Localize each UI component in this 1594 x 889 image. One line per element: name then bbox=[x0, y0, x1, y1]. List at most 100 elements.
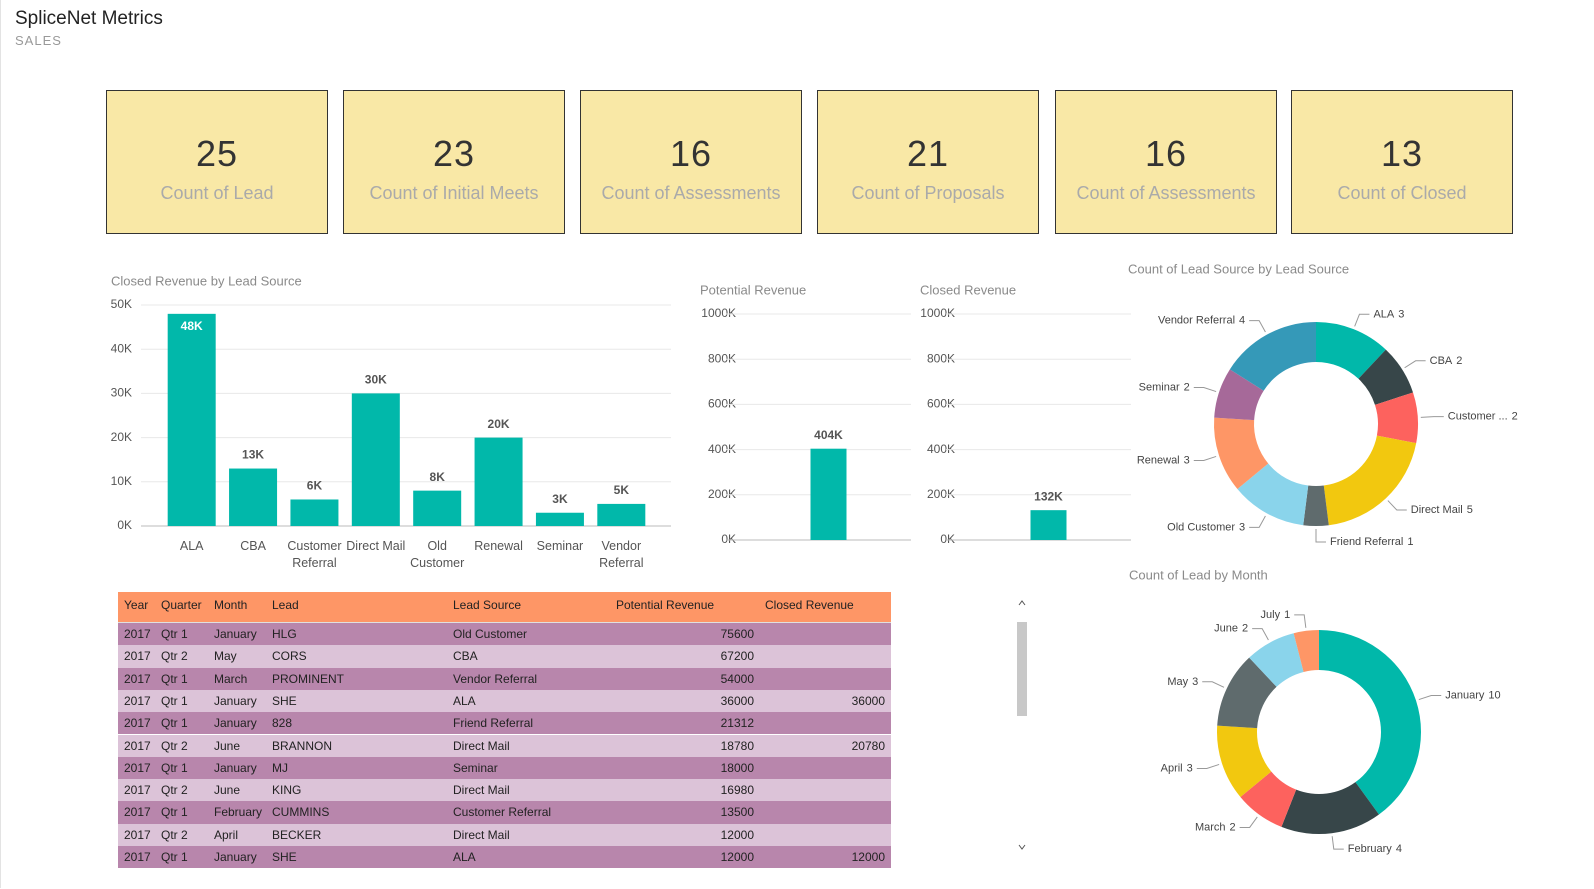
table-row: 2017 Qtr 1 January 828 Friend Referral 21312 bbox=[118, 712, 891, 735]
slice-category: March bbox=[1195, 821, 1226, 833]
leader-line bbox=[1420, 416, 1444, 418]
kpi-card: 13 Count of Closed bbox=[1291, 90, 1513, 234]
data-table: Year Quarter Month Lead Lead Source Potential… bbox=[118, 592, 891, 870]
table-cell: SHE bbox=[272, 693, 297, 708]
donut-slice bbox=[1281, 782, 1379, 835]
scroll-up[interactable] bbox=[1018, 600, 1026, 606]
bar bbox=[290, 499, 339, 526]
table-cell: BECKER bbox=[272, 827, 322, 842]
scroll-down[interactable] bbox=[1018, 844, 1026, 850]
slice-category: Renewal bbox=[1137, 454, 1180, 466]
slice-category: ALA bbox=[1373, 308, 1394, 320]
table-cell: 67200 bbox=[720, 649, 754, 664]
table-cell: Direct Mail bbox=[453, 783, 510, 798]
donut-slice bbox=[1214, 369, 1264, 421]
table-cell: May bbox=[214, 649, 237, 664]
scroll-thumb[interactable] bbox=[1017, 622, 1027, 716]
leader-line bbox=[1193, 455, 1217, 461]
slice-value: 2 bbox=[1230, 821, 1236, 833]
y-tick-label: 800K bbox=[708, 351, 736, 365]
donut-slice bbox=[1358, 349, 1414, 405]
slice-label: ALA 3 bbox=[1373, 308, 1404, 320]
table-cell: January bbox=[214, 627, 257, 641]
leader-line bbox=[1315, 529, 1326, 543]
dashboard-subtitle: SALES bbox=[15, 33, 62, 48]
slice-category: January bbox=[1445, 689, 1485, 701]
slice-category: Vendor Referral bbox=[1158, 315, 1235, 327]
y-tick-label: 600K bbox=[927, 397, 955, 411]
table-cell: Customer Referral bbox=[453, 805, 552, 820]
column-header: Month bbox=[214, 598, 248, 612]
value-label: 48K bbox=[181, 319, 203, 333]
x-tick-label: Direct Mail bbox=[346, 539, 406, 553]
chart-title: Count of Lead Source by Lead Source bbox=[1128, 261, 1349, 276]
table-cell: April bbox=[214, 827, 239, 842]
y-tick-label: 600K bbox=[708, 397, 736, 411]
slice-label: CBA 2 bbox=[1430, 355, 1463, 367]
column-header: Year bbox=[124, 598, 149, 612]
table-cell: ALA bbox=[453, 850, 476, 864]
table-row: 2017 Qtr 1 January HLG Old Customer 75600 bbox=[118, 623, 891, 646]
kpi-value: 16 bbox=[669, 133, 713, 174]
slice-value: 1 bbox=[1407, 536, 1413, 548]
column-header: Lead Source bbox=[453, 598, 522, 612]
leader-line bbox=[1354, 313, 1370, 327]
kpi-card: 23 Count of Initial Meets bbox=[343, 90, 565, 234]
x-tick-label: Customer Referral bbox=[287, 539, 342, 570]
table-row: 2017 Qtr 2 June KING Direct Mail 16980 bbox=[118, 779, 891, 802]
table-cell: Qtr 1 bbox=[161, 671, 188, 686]
slice-category: July bbox=[1261, 609, 1281, 621]
leader-line bbox=[1294, 614, 1307, 628]
table-cell: 16980 bbox=[720, 783, 754, 798]
table-row: 2017 Qtr 1 January MJ Seminar 18000 bbox=[118, 756, 891, 780]
slice-category: Direct Mail bbox=[1411, 504, 1463, 516]
table-row: 2017 Qtr 1 January SHE ALA 36000 36000 bbox=[118, 689, 891, 713]
slice-value: 2 bbox=[1456, 355, 1462, 367]
donut-slice bbox=[1229, 322, 1316, 391]
table-cell: SHE bbox=[272, 850, 297, 864]
donut-slice bbox=[1319, 630, 1422, 815]
y-tick-label: 400K bbox=[927, 442, 955, 456]
value-label: 3K bbox=[552, 492, 568, 506]
kpi-value: 13 bbox=[1380, 133, 1424, 174]
x-tick-label: ALA bbox=[179, 539, 204, 553]
slice-label: July 1 bbox=[1261, 609, 1291, 621]
slice-label: February 4 bbox=[1348, 843, 1402, 855]
table-cell: 13500 bbox=[720, 805, 754, 820]
table-row: 2017 Qtr 2 April BECKER Direct Mail 12000 bbox=[118, 823, 891, 846]
leader-line bbox=[1239, 816, 1258, 828]
table-cell: 2017 bbox=[124, 760, 151, 775]
table-cell: HLG bbox=[272, 627, 297, 641]
donut-slice bbox=[1374, 392, 1418, 444]
table-cell: 828 bbox=[272, 716, 293, 731]
bar bbox=[413, 490, 462, 526]
table-cell: January bbox=[214, 693, 257, 708]
value-label: 132K bbox=[1034, 489, 1063, 503]
slice-value: 3 bbox=[1184, 454, 1190, 466]
x-tick-label: Old Customer bbox=[410, 539, 465, 570]
chart-title: Closed Revenue bbox=[920, 282, 1016, 297]
kpi-card: 16 Count of Assessments bbox=[1055, 90, 1277, 234]
slice-label: April 3 bbox=[1161, 762, 1193, 774]
table-cell: 2017 bbox=[124, 693, 151, 708]
bar bbox=[810, 448, 847, 540]
leader-line bbox=[1252, 628, 1269, 641]
scrollbar[interactable] bbox=[1016, 595, 1028, 860]
table-cell: February bbox=[214, 805, 263, 820]
table-cell: 2017 bbox=[124, 738, 151, 753]
chart-title: Potential Revenue bbox=[700, 282, 806, 297]
table-cell: CUMMINS bbox=[272, 805, 330, 820]
slice-value: 10 bbox=[1488, 689, 1500, 701]
table-cell: CORS bbox=[272, 649, 307, 664]
donut-slice bbox=[1240, 771, 1297, 827]
kpi-label: Count of Initial Meets bbox=[369, 183, 539, 203]
donut-slice bbox=[1323, 435, 1417, 526]
table-cell: 2017 bbox=[124, 850, 151, 864]
donut-slice bbox=[1214, 417, 1269, 490]
donut-slice bbox=[1249, 633, 1304, 687]
slice-category: June bbox=[1214, 623, 1238, 635]
slice-category: Seminar bbox=[1139, 381, 1180, 393]
kpi-card: 21 Count of Proposals bbox=[817, 90, 1039, 234]
table-cell: Qtr 1 bbox=[161, 805, 188, 820]
